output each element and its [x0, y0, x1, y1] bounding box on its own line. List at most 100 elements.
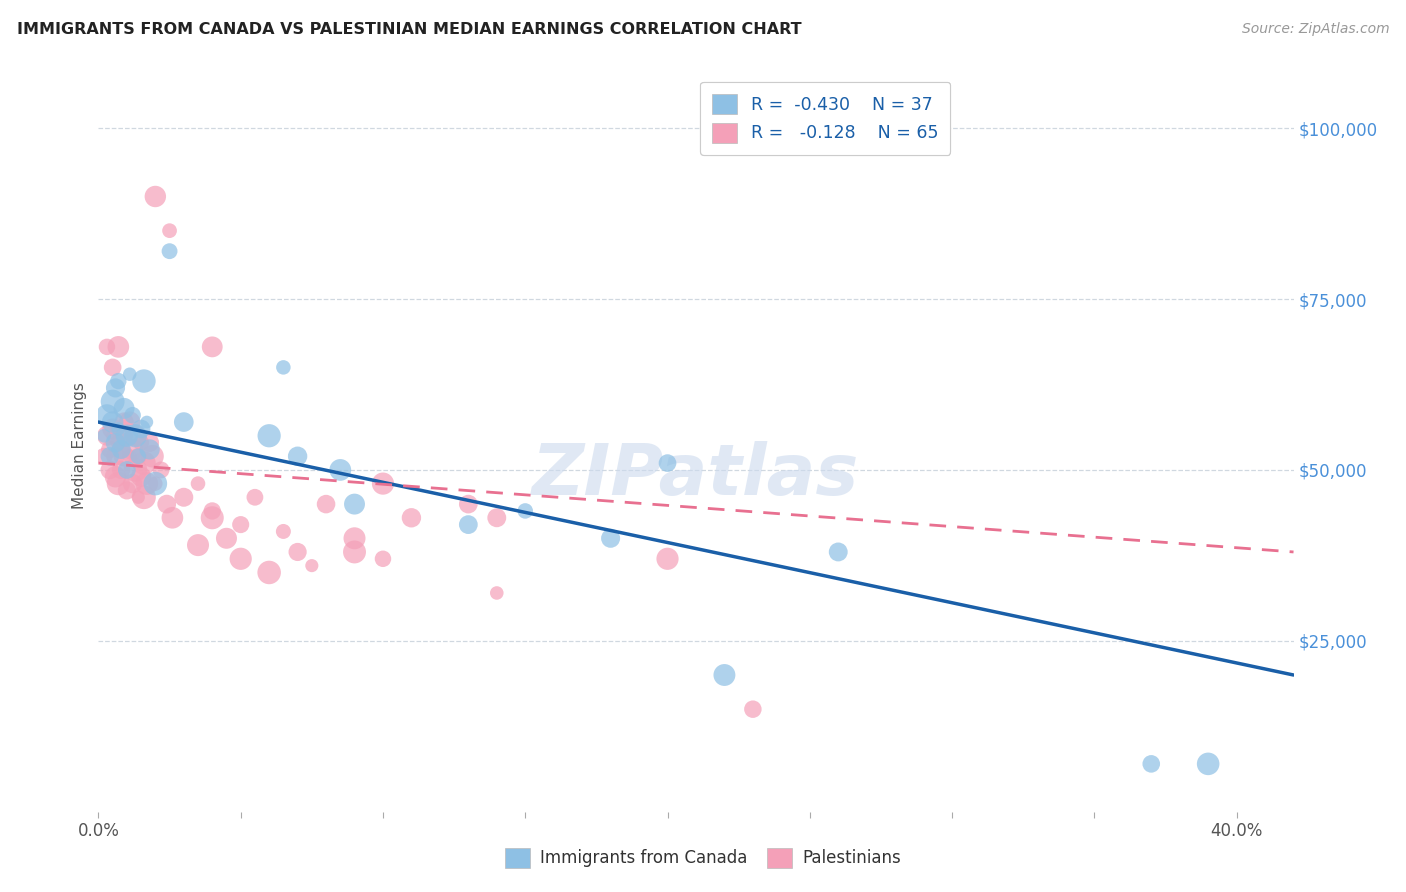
- Point: [599, 531, 621, 545]
- Point: [657, 551, 679, 566]
- Point: [132, 374, 155, 388]
- Point: [135, 415, 157, 429]
- Point: [401, 510, 423, 524]
- Point: [371, 551, 394, 566]
- Point: [127, 449, 149, 463]
- Point: [110, 442, 132, 457]
- Point: [132, 490, 155, 504]
- Point: [129, 435, 152, 450]
- Point: [229, 551, 252, 566]
- Point: [107, 422, 129, 436]
- Point: [713, 668, 735, 682]
- Point: [741, 702, 763, 716]
- Point: [112, 401, 135, 416]
- Point: [129, 422, 152, 436]
- Point: [104, 429, 127, 443]
- Text: ZIPatlas: ZIPatlas: [533, 441, 859, 509]
- Point: [343, 531, 366, 545]
- Point: [98, 442, 121, 457]
- Point: [127, 449, 149, 463]
- Point: [141, 449, 163, 463]
- Point: [1140, 756, 1163, 771]
- Point: [173, 415, 195, 429]
- Point: [107, 435, 129, 450]
- Point: [98, 449, 121, 463]
- Point: [129, 469, 152, 483]
- Point: [115, 463, 138, 477]
- Point: [124, 429, 146, 443]
- Legend: R =  -0.430    N = 37, R =   -0.128    N = 65: R = -0.430 N = 37, R = -0.128 N = 65: [700, 82, 950, 154]
- Point: [287, 545, 309, 559]
- Point: [287, 449, 309, 463]
- Point: [371, 476, 394, 491]
- Point: [107, 476, 129, 491]
- Point: [110, 463, 132, 477]
- Point: [162, 510, 184, 524]
- Point: [115, 429, 138, 443]
- Point: [485, 586, 508, 600]
- Point: [273, 524, 295, 539]
- Point: [1197, 756, 1219, 771]
- Point: [132, 456, 155, 470]
- Point: [343, 497, 366, 511]
- Point: [215, 531, 238, 545]
- Point: [143, 189, 166, 203]
- Point: [118, 449, 141, 463]
- Point: [329, 463, 352, 477]
- Text: Source: ZipAtlas.com: Source: ZipAtlas.com: [1241, 22, 1389, 37]
- Point: [96, 409, 118, 423]
- Point: [156, 497, 179, 511]
- Point: [115, 429, 138, 443]
- Point: [101, 422, 124, 436]
- Point: [96, 340, 118, 354]
- Point: [107, 340, 129, 354]
- Point: [118, 415, 141, 429]
- Point: [187, 538, 209, 552]
- Point: [257, 429, 280, 443]
- Point: [112, 415, 135, 429]
- Point: [143, 476, 166, 491]
- Point: [201, 504, 224, 518]
- Point: [104, 435, 127, 450]
- Point: [104, 469, 127, 483]
- Y-axis label: Median Earnings: Median Earnings: [72, 383, 87, 509]
- Point: [93, 449, 115, 463]
- Point: [112, 449, 135, 463]
- Point: [657, 456, 679, 470]
- Point: [159, 224, 181, 238]
- Point: [107, 374, 129, 388]
- Point: [98, 463, 121, 477]
- Point: [124, 429, 146, 443]
- Point: [138, 435, 160, 450]
- Point: [301, 558, 323, 573]
- Point: [201, 510, 224, 524]
- Point: [159, 244, 181, 259]
- Point: [201, 340, 224, 354]
- Point: [273, 360, 295, 375]
- Point: [121, 409, 143, 423]
- Point: [827, 545, 849, 559]
- Point: [101, 360, 124, 375]
- Point: [243, 490, 266, 504]
- Point: [515, 504, 537, 518]
- Point: [127, 490, 149, 504]
- Point: [104, 381, 127, 395]
- Point: [96, 429, 118, 443]
- Point: [101, 394, 124, 409]
- Point: [118, 368, 141, 382]
- Point: [143, 476, 166, 491]
- Point: [104, 449, 127, 463]
- Point: [135, 476, 157, 491]
- Point: [315, 497, 337, 511]
- Point: [457, 517, 479, 532]
- Point: [93, 429, 115, 443]
- Point: [150, 463, 173, 477]
- Point: [343, 545, 366, 559]
- Text: IMMIGRANTS FROM CANADA VS PALESTINIAN MEDIAN EARNINGS CORRELATION CHART: IMMIGRANTS FROM CANADA VS PALESTINIAN ME…: [17, 22, 801, 37]
- Point: [110, 442, 132, 457]
- Point: [121, 476, 143, 491]
- Point: [187, 476, 209, 491]
- Point: [485, 510, 508, 524]
- Point: [124, 463, 146, 477]
- Point: [457, 497, 479, 511]
